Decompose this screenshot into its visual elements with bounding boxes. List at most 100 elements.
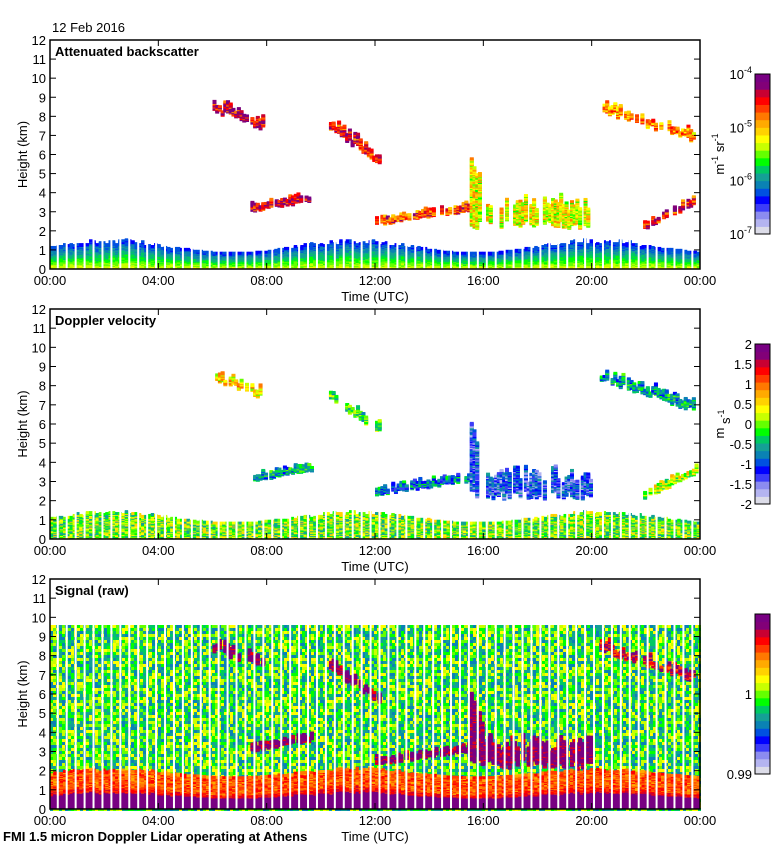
y-axis-label: Height (km) xyxy=(15,121,30,188)
colorbar-swatch xyxy=(755,204,770,212)
colorbar-swatch xyxy=(755,420,770,428)
colorbar: 10.99 xyxy=(727,614,770,782)
y-tick-label: 4 xyxy=(39,455,46,470)
y-tick-label: 8 xyxy=(39,649,46,664)
y-axis-label: Height (km) xyxy=(15,660,30,727)
colorbar-tick-label: -1 xyxy=(740,457,752,472)
colorbar-swatch xyxy=(755,683,770,691)
x-tick-label: 00:00 xyxy=(34,543,67,558)
colorbar-unit-label: m-1 sr-1 xyxy=(710,133,727,174)
x-tick-label: 20:00 xyxy=(575,273,608,288)
colorbar-swatch xyxy=(755,382,770,390)
y-tick-label: 3 xyxy=(39,745,46,760)
colorbar-swatch xyxy=(755,474,770,482)
colorbar-tick-label: 1 xyxy=(745,687,752,702)
x-tick-label: 12:00 xyxy=(359,813,392,828)
colorbar-swatch xyxy=(755,766,770,774)
panel-title: Attenuated backscatter xyxy=(55,44,199,59)
colorbar-tick-label: 10-6 xyxy=(730,172,752,189)
colorbar-swatch xyxy=(755,127,770,135)
x-axis-label: Time (UTC) xyxy=(341,289,408,304)
colorbar-swatch xyxy=(755,675,770,683)
feature-cirrus-late xyxy=(600,370,696,411)
colorbar-tick-label: -2 xyxy=(740,497,752,512)
feature-cirrus-early xyxy=(215,371,262,398)
colorbar-swatch xyxy=(755,451,770,459)
feature-cirrus-late xyxy=(603,100,696,142)
colorbar-tick-label: 0.99 xyxy=(727,767,752,782)
panel-title: Signal (raw) xyxy=(55,583,129,598)
y-tick-label: 7 xyxy=(39,128,46,143)
colorbar: 21.510.50-0.5-1-1.5-2m s-1 xyxy=(712,337,770,512)
colorbar-swatch xyxy=(755,496,770,504)
y-tick-label: 4 xyxy=(39,725,46,740)
colorbar-tick-label: 10-5 xyxy=(730,118,752,135)
y-tick-label: 5 xyxy=(39,706,46,721)
colorbar-swatch xyxy=(755,443,770,451)
colorbar-tick-label: -1.5 xyxy=(730,477,752,492)
y-tick-label: 1 xyxy=(39,243,46,258)
colorbar-swatch xyxy=(755,728,770,736)
colorbar-swatch xyxy=(755,458,770,466)
x-axis-label: Time (UTC) xyxy=(341,559,408,574)
y-tick-label: 5 xyxy=(39,167,46,182)
colorbar-swatch xyxy=(755,112,770,120)
colorbar-swatch xyxy=(755,344,770,352)
x-tick-label: 00:00 xyxy=(684,813,717,828)
colorbar-swatch xyxy=(755,751,770,759)
y-tick-label: 1 xyxy=(39,513,46,528)
colorbar-swatch xyxy=(755,173,770,181)
x-tick-label: 04:00 xyxy=(142,273,175,288)
colorbar-swatch xyxy=(755,188,770,196)
colorbar-swatch xyxy=(755,82,770,90)
x-tick-label: 00:00 xyxy=(684,273,717,288)
feature-cirrus-mid xyxy=(329,121,382,165)
colorbar-swatch xyxy=(755,158,770,166)
colorbar-swatch xyxy=(755,89,770,97)
colorbar-swatch xyxy=(755,143,770,151)
y-tick-label: 3 xyxy=(39,475,46,490)
feature-low-cloud-b xyxy=(375,201,474,226)
y-tick-label: 9 xyxy=(39,630,46,645)
x-tick-label: 08:00 xyxy=(250,543,283,558)
feature-low-cloud-c xyxy=(643,195,696,229)
y-axis-label: Height (km) xyxy=(15,390,30,457)
y-tick-label: 11 xyxy=(33,321,47,336)
y-tick-label: 12 xyxy=(32,302,46,317)
colorbar-swatch xyxy=(755,481,770,489)
x-tick-label: 12:00 xyxy=(359,543,392,558)
y-tick-label: 6 xyxy=(39,417,46,432)
y-tick-label: 2 xyxy=(39,494,46,509)
colorbar-swatch xyxy=(755,120,770,128)
colorbar-swatch xyxy=(755,367,770,375)
feature-low-cloud-c xyxy=(643,463,698,499)
colorbar-swatch xyxy=(755,698,770,706)
colorbar-swatch xyxy=(755,150,770,158)
colorbar-swatch xyxy=(755,390,770,398)
colorbar-swatch xyxy=(755,211,770,219)
y-tick-label: 9 xyxy=(39,90,46,105)
colorbar-swatch xyxy=(755,759,770,767)
colorbar-swatch xyxy=(755,705,770,713)
colorbar-tick-label: 0.5 xyxy=(734,397,752,412)
y-tick-label: 5 xyxy=(39,436,46,451)
panel-title: Doppler velocity xyxy=(55,313,157,328)
colorbar-swatch xyxy=(755,196,770,204)
colorbar-swatch xyxy=(755,226,770,234)
x-tick-label: 16:00 xyxy=(467,813,500,828)
colorbar-swatch xyxy=(755,744,770,752)
feature-low-cloud-a xyxy=(253,463,314,482)
y-tick-label: 2 xyxy=(39,764,46,779)
feature-cirrus-early xyxy=(213,100,266,131)
colorbar-swatch xyxy=(755,622,770,630)
y-tick-label: 8 xyxy=(39,379,46,394)
colorbar-swatch xyxy=(755,713,770,721)
colorbar-swatch xyxy=(755,435,770,443)
y-tick-label: 3 xyxy=(39,205,46,220)
colorbar-swatch xyxy=(755,97,770,105)
colorbar-swatch xyxy=(755,74,770,82)
y-tick-label: 9 xyxy=(39,360,46,375)
colorbar: 10-710-610-510-4m-1 sr-1 xyxy=(710,65,770,242)
lidar-figure: 012345678910111200:00 04:00 08:00 12:00 16:0… xyxy=(0,0,780,850)
